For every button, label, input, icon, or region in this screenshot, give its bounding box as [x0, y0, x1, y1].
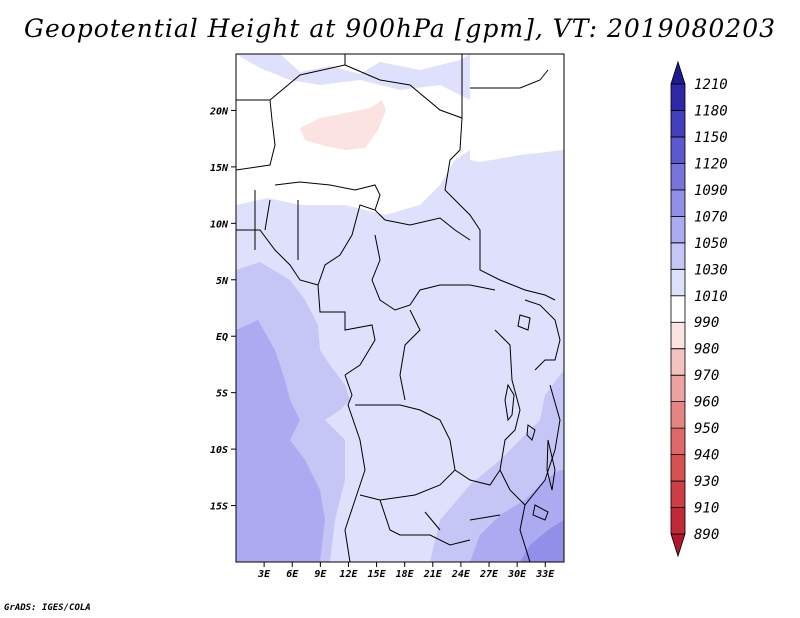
y-tick-label: 15S — [210, 502, 228, 513]
colorbar-swatch — [670, 268, 686, 297]
colorbar-swatch — [670, 60, 686, 85]
colorbar-level-label: 1090 — [694, 183, 728, 199]
region-air-low — [300, 100, 386, 150]
region-sahara-east — [470, 54, 564, 162]
lakes — [504, 314, 556, 521]
x-tick-label: 27E — [479, 569, 499, 580]
colorbar-level-label: 1120 — [694, 156, 728, 172]
map-area — [236, 54, 564, 562]
colorbar-swatch — [670, 533, 686, 558]
colorbar-level-label: 1150 — [694, 130, 728, 146]
colorbar-swatch — [670, 242, 686, 270]
y-tick-label: 20N — [209, 106, 229, 117]
y-tick-label: 5N — [216, 276, 229, 287]
y-tick-label: 10N — [210, 219, 229, 230]
y-tick-label: 5S — [216, 389, 228, 400]
colorbar-swatch — [670, 348, 686, 376]
x-tick-label: 15E — [368, 569, 387, 580]
colorbar-swatch — [670, 189, 686, 217]
colorbar-level-label: 1180 — [694, 103, 728, 119]
colorbar-level-label: 930 — [694, 474, 719, 490]
region-atlantic-southwest — [236, 520, 270, 562]
colorbar-level-label: 970 — [694, 368, 719, 384]
colorbar-level-label: 890 — [694, 527, 719, 543]
colorbar-level-label: 1210 — [694, 77, 728, 93]
colorbar-swatch — [670, 507, 686, 535]
colorbar-swatch — [670, 83, 686, 111]
colorbar-level-label: 910 — [694, 501, 719, 517]
colorbar-swatch — [670, 401, 686, 429]
region-north-strip — [236, 54, 470, 100]
x-tick-label: 18E — [396, 569, 415, 580]
colorbar-level-label: 950 — [694, 421, 719, 437]
colorbar-level-label: 980 — [694, 342, 719, 358]
x-tick-label: 12E — [339, 569, 358, 580]
y-tick-label: 15N — [210, 163, 229, 174]
colorbar-swatch — [670, 454, 686, 482]
colorbar-swatch — [670, 110, 686, 138]
colorbar-swatch — [670, 427, 686, 455]
colorbar-swatch — [670, 215, 686, 244]
colorbar-level-label: 1030 — [694, 262, 728, 278]
y-tick-label: EQ — [216, 332, 228, 343]
colorbar-level-label: 990 — [694, 315, 719, 331]
credit-text: GrADS: IGES/COLA — [4, 603, 91, 613]
colorbar-level-label: 960 — [694, 395, 719, 411]
x-tick-label: 33E — [535, 569, 555, 580]
colorbar-swatch — [670, 136, 686, 164]
colorbar-swatch — [670, 163, 686, 191]
x-axis: 3E 6E 9E 12E 15E 18E 21E 24E 27E 30E 33E — [257, 562, 555, 580]
colorbar-swatch — [670, 480, 686, 508]
colorbar: 890 910 930 940 950 960 970 980 990 1010 1030 1050 1… — [670, 60, 728, 558]
x-tick-label: 3E — [257, 569, 271, 580]
colorbar-swatch — [670, 321, 686, 350]
x-tick-label: 6E — [286, 569, 299, 580]
x-tick-label: 24E — [451, 569, 471, 580]
x-tick-label: 21E — [423, 569, 443, 580]
colorbar-level-label: 1010 — [694, 289, 728, 305]
colorbar-level-label: 1070 — [694, 209, 728, 225]
x-tick-label: 30E — [507, 569, 527, 580]
colorbar-level-label: 940 — [694, 448, 719, 464]
y-axis: 20N 15N 10N 5N EQ 5S 10S 15S — [209, 106, 236, 513]
chart-title: Geopotential Height at 900hPa [gpm], VT:… — [23, 14, 777, 43]
country-boundaries — [236, 54, 561, 562]
plot-frame — [235, 53, 565, 563]
colorbar-level-label: 1050 — [694, 236, 728, 252]
y-tick-label: 10S — [210, 445, 228, 456]
region-far-se-max — [520, 520, 564, 562]
region-atlantic-offshore — [236, 320, 325, 562]
colorbar-swatch — [670, 374, 686, 403]
colorbar-swatch — [670, 295, 686, 323]
x-tick-label: 9E — [314, 569, 327, 580]
